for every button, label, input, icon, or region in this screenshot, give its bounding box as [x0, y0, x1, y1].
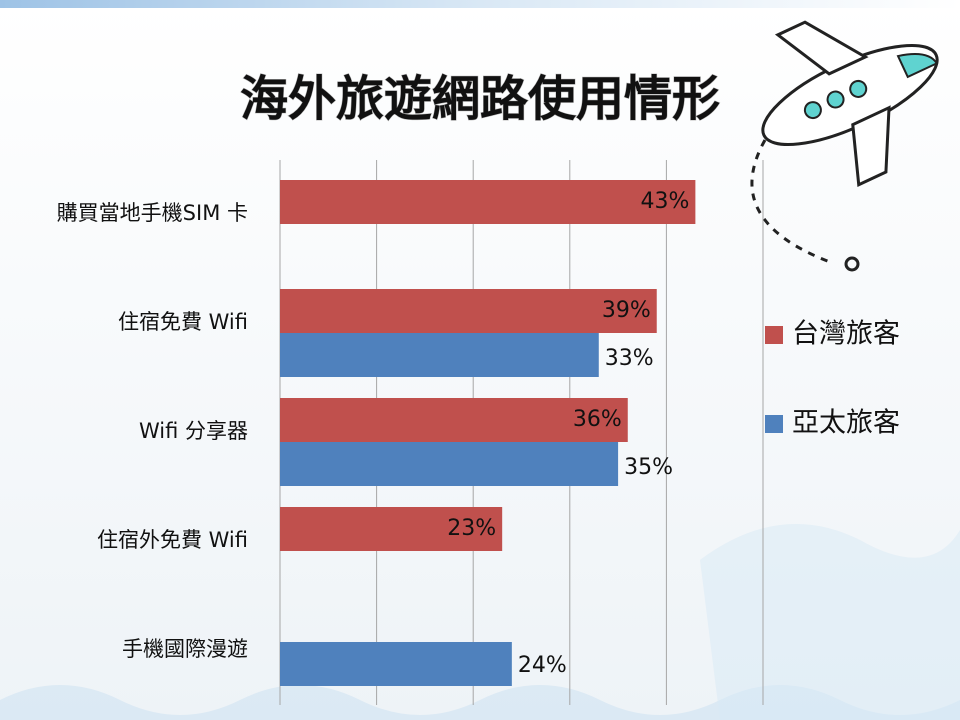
legend-label: 台灣旅客 — [792, 319, 900, 350]
flight-path — [750, 139, 831, 264]
data-label: 35% — [624, 455, 673, 480]
data-label: 43% — [640, 189, 689, 214]
data-label: 24% — [518, 653, 567, 678]
y-tick-label: 住宿免費 Wifi — [118, 310, 248, 334]
airplane — [761, 20, 939, 187]
bar — [280, 333, 599, 377]
data-label: 33% — [605, 346, 654, 371]
bar — [280, 442, 619, 486]
bar — [280, 642, 512, 686]
dragon-decoration — [700, 524, 960, 720]
bar — [280, 289, 657, 333]
data-label: 36% — [573, 407, 622, 432]
legend-swatch — [765, 326, 783, 344]
y-tick-label: 購買當地手機SIM 卡 — [57, 201, 248, 225]
flight-target — [844, 256, 860, 272]
y-tick-label: Wifi 分享器 — [139, 419, 248, 443]
bar — [280, 180, 696, 224]
y-tick-label: 住宿外免費 Wifi — [97, 528, 248, 552]
data-label: 23% — [447, 516, 496, 541]
legend-swatch — [765, 415, 783, 433]
chart-title: 海外旅遊網路使用情形 — [240, 71, 720, 127]
bar — [280, 507, 503, 551]
legend-label: 亞太旅客 — [792, 408, 900, 439]
top-strip — [0, 0, 960, 8]
y-tick-label: 手機國際漫遊 — [122, 637, 248, 661]
data-label: 39% — [602, 298, 651, 323]
bar — [280, 398, 628, 442]
